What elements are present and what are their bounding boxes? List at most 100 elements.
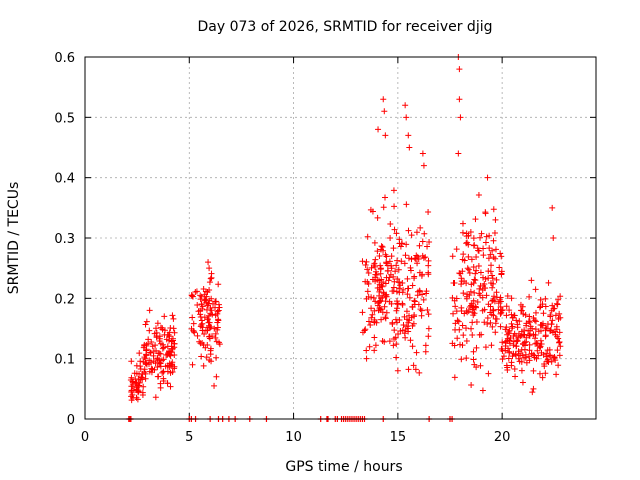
data-point [394, 257, 401, 264]
data-point [502, 347, 509, 354]
data-point [451, 374, 458, 381]
data-point [141, 369, 148, 376]
data-point [142, 321, 149, 328]
data-point [362, 261, 369, 268]
data-point [555, 296, 562, 303]
data-point [458, 278, 465, 285]
data-point [482, 344, 489, 351]
data-point [205, 259, 212, 266]
data-point [149, 366, 156, 373]
data-point [171, 351, 178, 358]
data-point [527, 327, 534, 334]
data-point [413, 229, 420, 236]
data-point [159, 341, 166, 348]
data-point [405, 319, 412, 326]
data-point [150, 358, 157, 365]
data-point [135, 389, 142, 396]
data-point [503, 362, 510, 369]
data-point [386, 298, 393, 305]
data-point [490, 206, 497, 213]
data-point [527, 323, 534, 330]
data-point [411, 301, 418, 308]
data-point [523, 338, 530, 345]
data-point [514, 337, 521, 344]
data-point [418, 272, 425, 279]
data-point [514, 324, 521, 331]
data-point [388, 262, 395, 269]
data-point [489, 272, 496, 279]
data-point [490, 237, 497, 244]
data-point [508, 311, 515, 318]
data-point [503, 312, 510, 319]
data-point [556, 329, 563, 336]
data-point [425, 325, 432, 332]
data-point [464, 265, 471, 272]
data-point [390, 187, 397, 194]
data-point [456, 96, 463, 103]
data-point [537, 337, 544, 344]
data-point [160, 377, 167, 384]
data-point [128, 358, 135, 365]
data-point [475, 247, 482, 254]
data-point [477, 269, 484, 276]
data-point [470, 348, 477, 355]
data-point [161, 313, 168, 320]
data-point [485, 301, 492, 308]
data-point [489, 247, 496, 254]
data-point [458, 356, 465, 363]
data-point [399, 289, 406, 296]
data-point [471, 276, 478, 283]
data-point [212, 298, 219, 305]
data-point [548, 321, 555, 328]
data-point [418, 307, 425, 314]
y-axis-label: SRMTID / TECUs [6, 182, 22, 295]
data-point [403, 114, 410, 121]
data-point [143, 318, 150, 325]
data-point [359, 329, 366, 336]
data-point [143, 352, 150, 359]
x-tick-label: 5 [185, 430, 193, 445]
data-point [419, 252, 426, 259]
data-point [402, 252, 409, 259]
data-point [207, 310, 214, 317]
data-point [496, 264, 503, 271]
data-point [380, 204, 387, 211]
data-point [414, 253, 421, 260]
data-point [378, 243, 385, 250]
data-point [556, 339, 563, 346]
data-point [374, 302, 381, 309]
data-point [393, 298, 400, 305]
data-point [556, 310, 563, 317]
data-point [475, 263, 482, 270]
data-point [510, 338, 517, 345]
data-point [468, 300, 475, 307]
data-point [215, 316, 222, 323]
data-point [537, 303, 544, 310]
data-point [137, 358, 144, 365]
y-tick-label: 0.3 [54, 232, 75, 247]
data-point [197, 292, 204, 299]
data-point [414, 260, 421, 267]
data-point [372, 342, 379, 349]
y-tick-label: 0 [67, 413, 75, 428]
data-point [371, 260, 378, 267]
data-point [157, 384, 164, 391]
data-point [505, 330, 512, 337]
data-point [213, 338, 220, 345]
data-point [147, 349, 154, 356]
data-point [535, 352, 542, 359]
data-point [396, 240, 403, 247]
data-point [486, 245, 493, 252]
data-point [526, 353, 533, 360]
data-point [484, 315, 491, 322]
data-point [160, 344, 167, 351]
data-point [483, 292, 490, 299]
data-point [363, 355, 370, 362]
data-point [449, 253, 456, 260]
data-point [367, 321, 374, 328]
data-point [394, 301, 401, 308]
data-point [518, 358, 525, 365]
data-point [470, 280, 477, 287]
data-point [383, 259, 390, 266]
